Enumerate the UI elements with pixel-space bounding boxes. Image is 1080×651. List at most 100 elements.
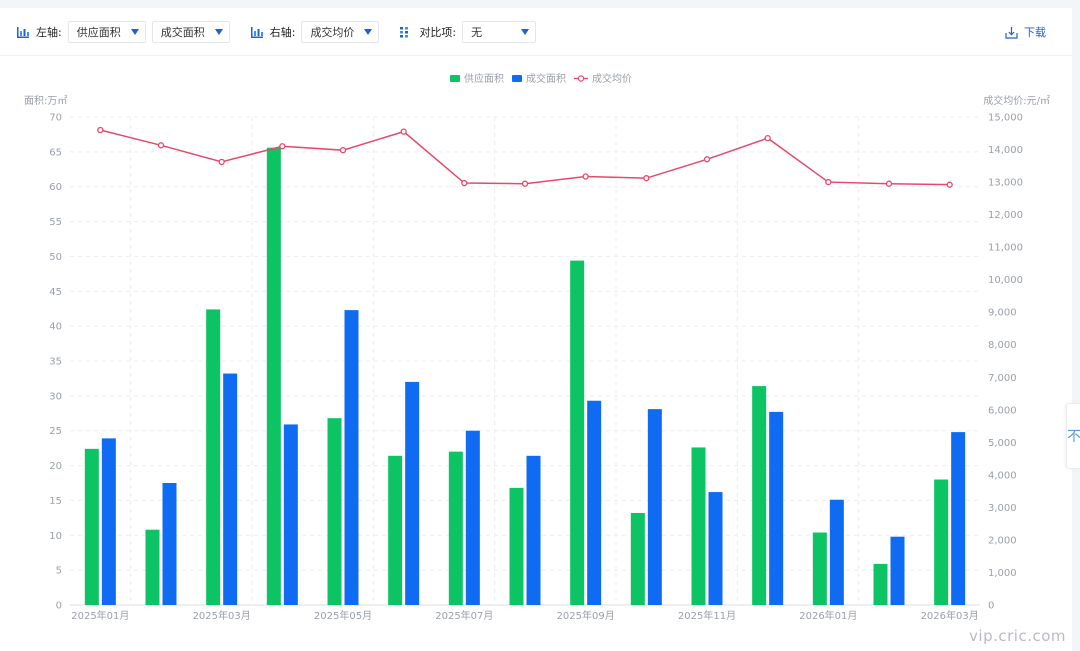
compare-select-value: 无: [471, 25, 483, 39]
caret-down-icon: [521, 28, 530, 35]
bar-deal: [951, 432, 966, 605]
legend-label: 成交均价: [592, 72, 632, 85]
chart-canvas: 0 5 10 15 20 25 30 35 40 45 50 55 60 65 70 0 1,000 2,000…: [24, 72, 1050, 622]
bar-supply: [812, 532, 827, 605]
left-axis-select-2[interactable]: 成交面积: [151, 20, 230, 43]
price-point: [97, 126, 104, 134]
bar-deal: [890, 536, 905, 605]
bar-supply: [873, 563, 888, 605]
compare-select[interactable]: 无: [462, 20, 537, 43]
price-point: [218, 158, 225, 166]
price-point: [643, 175, 650, 182]
compare-icon: [400, 26, 409, 37]
left-axis-title: 面积:万㎡: [24, 95, 67, 107]
bar-supply: [752, 386, 767, 605]
legend-swatch: [577, 75, 585, 82]
bar-deal: [344, 310, 359, 605]
bar-deal: [101, 438, 116, 605]
x-tick-label: 2025年05月: [314, 609, 372, 622]
x-tick-label: 2025年09月: [557, 609, 615, 622]
watermark: vip.cric.com: [969, 627, 1066, 645]
caret-down-icon: [364, 28, 373, 35]
price-point: [521, 180, 529, 187]
download-label: 下载: [1024, 26, 1046, 39]
x-axis-ticks: 2025年01月 2025年03月 2025年05月 2025年07月 2025年09月…: [71, 609, 979, 622]
left-axis-ticks: 0 5 10 15 20 25 30 35 40 45 50 55 60 65 70: [49, 113, 62, 612]
download-button[interactable]: 下载: [1005, 8, 1046, 56]
legend-label: 供应面积: [464, 72, 504, 85]
price-point: [946, 181, 953, 188]
price-point: [703, 156, 711, 163]
bar-deal: [587, 400, 602, 605]
left-tick-label: 35: [49, 357, 62, 368]
left-tick-label: 15: [49, 496, 62, 507]
x-tick-label: 2025年01月: [71, 609, 129, 622]
price-point: [339, 147, 347, 154]
price-point: [582, 173, 589, 180]
bar-supply: [388, 455, 403, 605]
right-tick-label: 1,000: [988, 568, 1017, 579]
bar-deal: [829, 499, 844, 605]
left-tick-label: 30: [49, 391, 62, 402]
left-tick-label: 40: [49, 322, 62, 333]
left-tick-label: 5: [56, 566, 62, 577]
bar-chart-icon: [17, 26, 29, 38]
bar-deal: [405, 381, 420, 605]
legend[interactable]: 供应面积 成交面积 成交均价: [450, 72, 632, 85]
bar-deal: [647, 409, 662, 605]
price-point: [461, 179, 468, 187]
bar-chart-icon: [250, 26, 263, 38]
left-tick-label: 70: [49, 113, 62, 124]
right-tick-label: 7,000: [988, 373, 1017, 384]
bar-supply: [509, 487, 524, 605]
legend-swatch: [512, 75, 522, 82]
grid-lines: [70, 116, 980, 606]
download-icon: [1005, 26, 1018, 39]
right-tick-label: 5,000: [988, 438, 1017, 449]
left-axis-select-1[interactable]: 供应面积: [67, 20, 146, 43]
bar-supply: [630, 512, 645, 605]
left-axis-select-1-value: 供应面积: [76, 25, 121, 39]
right-tick-label: 13,000: [988, 178, 1023, 189]
left-axis-label: 左轴:: [36, 25, 62, 39]
right-tick-label: 10,000: [988, 275, 1023, 286]
side-panel-tab[interactable]: 不: [1066, 403, 1080, 469]
bar-deal: [223, 373, 238, 605]
bar-supply: [448, 451, 463, 605]
right-tick-label: 3,000: [988, 503, 1017, 514]
bar-supply: [206, 309, 221, 605]
bar-supply: [570, 260, 585, 605]
right-tick-label: 2,000: [988, 535, 1017, 546]
bar-supply: [266, 147, 281, 605]
right-axis-title: 成交均价:元/㎡: [983, 94, 1050, 107]
price-point: [885, 180, 893, 187]
left-tick-label: 65: [49, 147, 62, 158]
left-tick-label: 55: [49, 217, 62, 228]
right-tick-label: 9,000: [988, 308, 1017, 319]
bar-deal: [526, 455, 541, 605]
right-axis-select[interactable]: 成交均价: [301, 20, 380, 43]
bar-deal: [283, 424, 298, 605]
left-tick-label: 60: [49, 182, 62, 193]
right-tick-label: 6,000: [988, 405, 1017, 416]
x-tick-label: 2026年03月: [921, 609, 979, 622]
price-point: [279, 143, 286, 150]
right-tick-label: 12,000: [988, 210, 1023, 221]
right-tick-label: 8,000: [988, 340, 1017, 351]
right-axis-ticks: 0 1,000 2,000 3,000 4,000 5,000 6,000 7,000 8,00…: [988, 113, 1023, 612]
bars: [84, 147, 966, 605]
caret-down-icon: [214, 28, 223, 35]
price-point: [400, 128, 407, 135]
right-axis-select-value: 成交均价: [310, 25, 355, 39]
bar-supply: [84, 448, 99, 605]
right-tick-label: 11,000: [988, 243, 1023, 254]
chart-toolbar: 左轴: 供应面积 成交面积 右轴: 成交均价 对比项: 无 下载: [0, 8, 1072, 56]
right-tick-label: 4,000: [988, 470, 1017, 481]
bar-deal: [162, 483, 177, 605]
left-tick-label: 45: [49, 287, 62, 298]
bar-supply: [691, 447, 706, 605]
price-line: [97, 126, 953, 188]
left-tick-label: 10: [49, 531, 62, 542]
x-tick-label: 2025年11月: [678, 609, 736, 622]
price-point: [764, 134, 771, 142]
